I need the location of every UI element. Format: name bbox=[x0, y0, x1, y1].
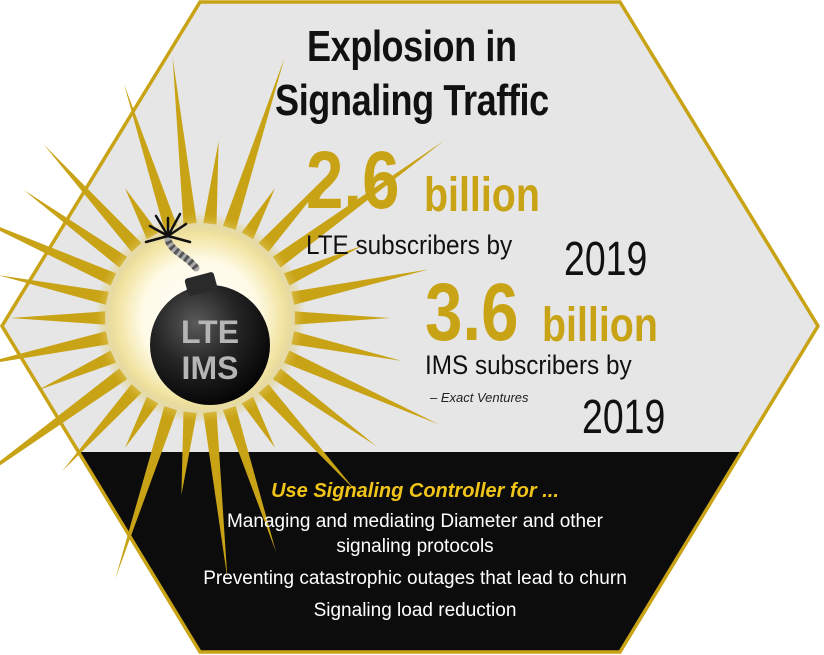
bomb-label-lte: LTE bbox=[181, 314, 239, 350]
stat-1-label: LTE subscribers by bbox=[306, 230, 513, 260]
title-line-1: Explosion in bbox=[307, 22, 517, 71]
starburst-spike bbox=[258, 164, 338, 253]
starburst-spike bbox=[222, 406, 277, 552]
starburst-spike bbox=[272, 140, 445, 268]
use-case-item: Preventing catastrophic outages that lea… bbox=[203, 568, 627, 589]
source-credit: – Exact Ventures bbox=[430, 390, 529, 405]
use-case-item: Managing and mediating Diameter and othe… bbox=[226, 511, 603, 557]
stat-2-year: 2019 bbox=[582, 391, 666, 444]
starburst-spike bbox=[23, 189, 128, 268]
starburst-spike bbox=[0, 331, 109, 362]
use-case-item: Signaling load reduction bbox=[313, 600, 517, 621]
starburst-spike bbox=[123, 84, 178, 230]
stat-1-unit: billion bbox=[424, 169, 540, 222]
use-cases-heading: Use Signaling Controller for ... bbox=[271, 480, 559, 502]
use-cases-list: Use Signaling Controller for ... Managin… bbox=[150, 480, 680, 630]
starburst-spike bbox=[291, 269, 429, 305]
starburst-spike bbox=[62, 383, 142, 472]
starburst-spike bbox=[43, 144, 142, 253]
stat-2-label: IMS subscribers by bbox=[425, 350, 632, 380]
bomb-icon bbox=[150, 285, 270, 405]
bomb-label-ims: IMS bbox=[182, 350, 239, 386]
stat-2-number: 3.6 bbox=[425, 267, 519, 358]
stat-1-number: 2.6 bbox=[306, 135, 400, 226]
starburst-spike bbox=[0, 275, 109, 305]
starburst-spike bbox=[222, 57, 285, 230]
starburst-spike bbox=[272, 368, 377, 447]
starburst-spike bbox=[10, 311, 106, 325]
starburst-spike bbox=[37, 350, 117, 391]
title-line-2: Signaling Traffic bbox=[275, 76, 549, 125]
starburst-spike bbox=[115, 406, 178, 579]
starburst-spike bbox=[283, 245, 363, 286]
starburst-spike bbox=[172, 57, 197, 225]
spark-icon bbox=[144, 212, 192, 244]
starburst-spike bbox=[181, 411, 197, 496]
stat-2-unit: billion bbox=[542, 299, 658, 352]
starburst-spike bbox=[0, 368, 128, 466]
starburst-spike bbox=[258, 383, 357, 492]
starburst-spike bbox=[294, 311, 390, 325]
starburst-spike bbox=[203, 411, 228, 579]
starburst-spike bbox=[203, 140, 219, 225]
starburst-spike bbox=[0, 227, 117, 286]
starburst-spike bbox=[291, 331, 402, 361]
starburst-spike bbox=[283, 350, 440, 425]
stat-1-year: 2019 bbox=[564, 233, 648, 286]
